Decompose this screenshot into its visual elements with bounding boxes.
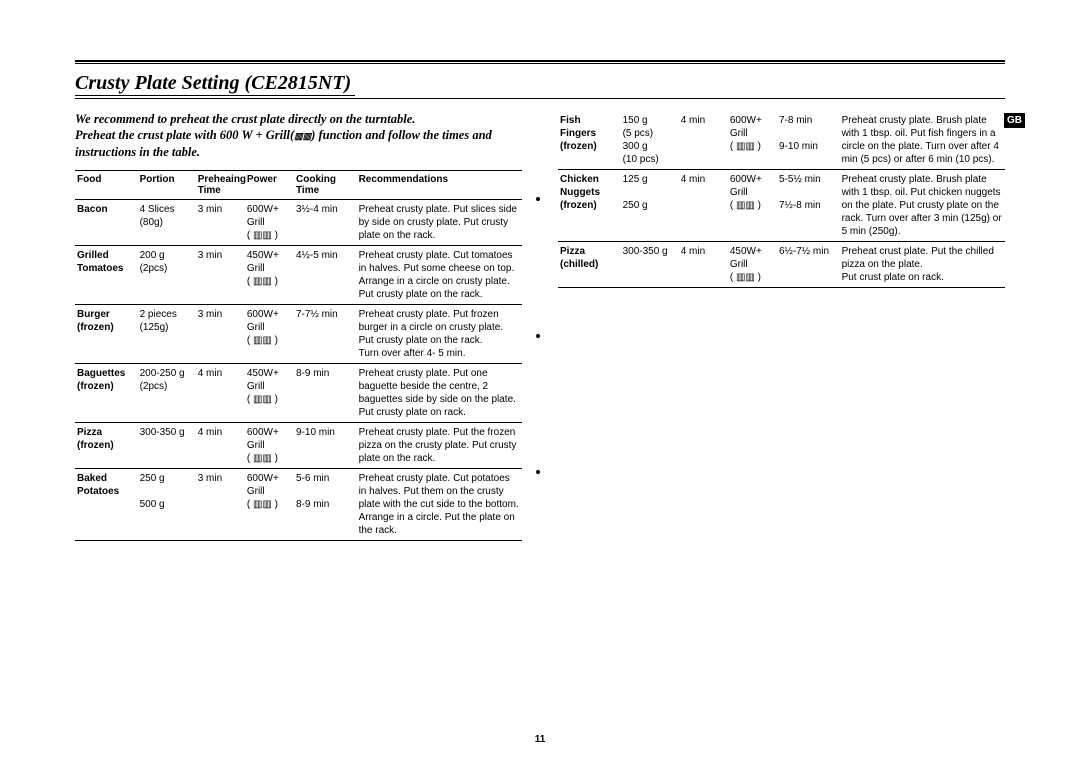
cell-cook: 3½-4 min xyxy=(294,199,357,245)
cell-power: 600W+ Grill( ▥▥ ) xyxy=(245,304,294,363)
col-preheat: Preheaing Time xyxy=(196,170,245,199)
two-column-layout: We recommend to preheat the crust plate … xyxy=(75,111,1005,541)
col-cook: Cooking Time xyxy=(294,170,357,199)
cell-power: 450W+ Grill( ▥▥ ) xyxy=(245,245,294,304)
cell-rec: Preheat crusty plate. Brush plate with 1… xyxy=(840,111,1005,170)
cell-preheat: 3 min xyxy=(196,304,245,363)
table-row: Pizza (frozen)300-350 g4 min600W+ Grill(… xyxy=(75,422,522,468)
intro-line2a: Preheat the crust plate with 600 W + Gri… xyxy=(75,128,294,142)
cell-rec: Preheat crusty plate. Cut potatoes in ha… xyxy=(357,468,522,540)
cell-food: Grilled Tomatoes xyxy=(75,245,138,304)
cell-power: 450W+ Grill( ▥▥ ) xyxy=(245,363,294,422)
cell-cook: 7-8 min9-10 min xyxy=(777,111,840,170)
table-row: Fish Fingers (frozen)150 g(5 pcs)300 g(1… xyxy=(558,111,1005,170)
right-table: Fish Fingers (frozen)150 g(5 pcs)300 g(1… xyxy=(558,111,1005,288)
cell-preheat: 3 min xyxy=(196,199,245,245)
cell-cook: 6½-7½ min xyxy=(777,242,840,288)
cell-food: Baguettes (frozen) xyxy=(75,363,138,422)
cell-food: Bacon xyxy=(75,199,138,245)
binding-dot xyxy=(536,470,540,474)
table-row: Bacon4 Slices (80g)3 min600W+ Grill( ▥▥ … xyxy=(75,199,522,245)
cell-preheat: 4 min xyxy=(679,170,728,242)
cell-preheat: 3 min xyxy=(196,245,245,304)
left-column: We recommend to preheat the crust plate … xyxy=(75,111,522,541)
table-row: Grilled Tomatoes200 g (2pcs)3 min450W+ G… xyxy=(75,245,522,304)
cell-portion: 4 Slices (80g) xyxy=(138,199,196,245)
cell-portion: 200 g (2pcs) xyxy=(138,245,196,304)
page-top-rule-thick xyxy=(75,60,1005,62)
cell-preheat: 4 min xyxy=(196,422,245,468)
cell-rec: Preheat crust plate. Put the chilled piz… xyxy=(840,242,1005,288)
cell-rec: Preheat crusty plate. Put frozen burger … xyxy=(357,304,522,363)
binding-dot xyxy=(536,197,540,201)
cell-portion: 300-350 g xyxy=(138,422,196,468)
right-column: Fish Fingers (frozen)150 g(5 pcs)300 g(1… xyxy=(558,111,1005,541)
cell-cook: 9-10 min xyxy=(294,422,357,468)
cell-cook: 5-6 min8-9 min xyxy=(294,468,357,540)
cell-food: Burger (frozen) xyxy=(75,304,138,363)
cell-portion: 125 g250 g xyxy=(621,170,679,242)
section-title: Crusty Plate Setting (CE2815NT) xyxy=(75,72,355,96)
intro-line1: We recommend to preheat the crust plate … xyxy=(75,112,415,126)
cell-preheat: 4 min xyxy=(679,111,728,170)
left-table: Food Portion Preheaing Time Power Cookin… xyxy=(75,170,522,541)
binding-dot xyxy=(536,334,540,338)
cell-cook: 7-7½ min xyxy=(294,304,357,363)
title-underline xyxy=(75,98,1005,99)
cell-portion: 200-250 g (2pcs) xyxy=(138,363,196,422)
cell-rec: Preheat crusty plate. Put slices side by… xyxy=(357,199,522,245)
col-power: Power xyxy=(245,170,294,199)
table-header-row: Food Portion Preheaing Time Power Cookin… xyxy=(75,170,522,199)
cell-preheat: 4 min xyxy=(679,242,728,288)
table-row: Baked Potatoes250 g500 g3 min600W+ Grill… xyxy=(75,468,522,540)
cell-food: Pizza (chilled) xyxy=(558,242,621,288)
cell-cook: 4½-5 min xyxy=(294,245,357,304)
cell-cook: 8-9 min xyxy=(294,363,357,422)
cell-preheat: 4 min xyxy=(196,363,245,422)
cell-food: Pizza (frozen) xyxy=(75,422,138,468)
cell-power: 450W+ Grill( ▥▥ ) xyxy=(728,242,777,288)
cell-portion: 250 g500 g xyxy=(138,468,196,540)
cell-power: 600W+ Grill( ▥▥ ) xyxy=(728,170,777,242)
cell-power: 600W+ Grill( ▥▥ ) xyxy=(728,111,777,170)
cell-food: Baked Potatoes xyxy=(75,468,138,540)
cell-power: 600W+ Grill( ▥▥ ) xyxy=(245,422,294,468)
region-tab: GB xyxy=(1004,113,1025,128)
cell-rec: Preheat crusty plate. Cut tomatoes in ha… xyxy=(357,245,522,304)
table-row: Burger (frozen)2 pieces (125g)3 min600W+… xyxy=(75,304,522,363)
cell-portion: 2 pieces (125g) xyxy=(138,304,196,363)
cell-rec: Preheat crusty plate. Put the frozen piz… xyxy=(357,422,522,468)
cell-portion: 150 g(5 pcs)300 g(10 pcs) xyxy=(621,111,679,170)
cell-food: Fish Fingers (frozen) xyxy=(558,111,621,170)
cell-power: 600W+ Grill( ▥▥ ) xyxy=(245,468,294,540)
binding-dots xyxy=(536,131,540,541)
cell-cook: 5-5½ min7½-8 min xyxy=(777,170,840,242)
cell-rec: Preheat crusty plate. Brush plate with 1… xyxy=(840,170,1005,242)
table-row: Baguettes (frozen)200-250 g (2pcs)4 min4… xyxy=(75,363,522,422)
intro-text: We recommend to preheat the crust plate … xyxy=(75,111,522,160)
cell-food: Chicken Nuggets (frozen) xyxy=(558,170,621,242)
col-portion: Portion xyxy=(138,170,196,199)
col-food: Food xyxy=(75,170,138,199)
grill-icon: ▥▥ xyxy=(294,131,311,141)
page-top-rule-thin xyxy=(75,63,1005,64)
cell-power: 600W+ Grill( ▥▥ ) xyxy=(245,199,294,245)
cell-rec: Preheat crusty plate. Put one baguette b… xyxy=(357,363,522,422)
table-row: Pizza (chilled)300-350 g4 min450W+ Grill… xyxy=(558,242,1005,288)
col-rec: Recommendations xyxy=(357,170,522,199)
table-row: Chicken Nuggets (frozen)125 g250 g4 min6… xyxy=(558,170,1005,242)
cell-preheat: 3 min xyxy=(196,468,245,540)
cell-portion: 300-350 g xyxy=(621,242,679,288)
page-number: 11 xyxy=(535,734,546,745)
